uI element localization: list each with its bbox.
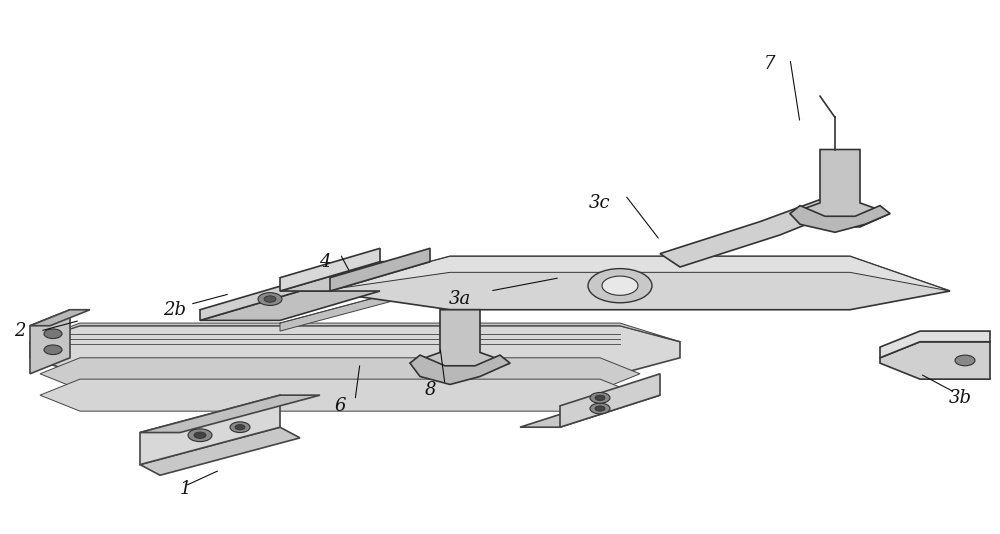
Polygon shape — [140, 427, 300, 475]
Text: 3c: 3c — [589, 194, 611, 212]
Polygon shape — [280, 262, 430, 291]
Circle shape — [595, 395, 605, 400]
Polygon shape — [140, 395, 280, 465]
Polygon shape — [200, 280, 300, 320]
Polygon shape — [410, 355, 510, 384]
Polygon shape — [660, 192, 860, 267]
Circle shape — [230, 422, 250, 433]
Polygon shape — [330, 248, 430, 291]
Polygon shape — [790, 150, 890, 227]
Text: 4: 4 — [319, 253, 331, 271]
Text: 2b: 2b — [164, 301, 186, 319]
Polygon shape — [40, 358, 640, 390]
Polygon shape — [30, 310, 70, 374]
Polygon shape — [30, 326, 680, 374]
Circle shape — [258, 293, 282, 305]
Text: 3a: 3a — [449, 290, 471, 308]
Text: 7: 7 — [764, 55, 776, 73]
Polygon shape — [140, 395, 320, 433]
Polygon shape — [30, 323, 680, 342]
Text: 1: 1 — [179, 480, 191, 498]
Circle shape — [44, 329, 62, 339]
Polygon shape — [200, 291, 380, 320]
Text: 6: 6 — [334, 397, 346, 415]
Polygon shape — [880, 342, 990, 379]
Circle shape — [590, 403, 610, 414]
Polygon shape — [560, 374, 660, 427]
Circle shape — [590, 392, 610, 403]
Circle shape — [264, 296, 276, 302]
Circle shape — [235, 425, 245, 430]
Polygon shape — [280, 280, 440, 331]
Text: 2: 2 — [14, 322, 26, 340]
Circle shape — [44, 345, 62, 355]
Polygon shape — [790, 206, 890, 232]
Circle shape — [588, 269, 652, 303]
Polygon shape — [520, 395, 660, 427]
Polygon shape — [880, 331, 990, 358]
Polygon shape — [320, 256, 950, 310]
Text: 8: 8 — [424, 381, 436, 399]
Polygon shape — [40, 379, 640, 411]
Polygon shape — [410, 310, 510, 374]
Text: 3b: 3b — [948, 389, 972, 407]
Polygon shape — [320, 256, 950, 291]
Circle shape — [595, 406, 605, 411]
Polygon shape — [30, 310, 90, 326]
Circle shape — [188, 429, 212, 442]
Circle shape — [194, 432, 206, 438]
Polygon shape — [280, 248, 380, 291]
Circle shape — [602, 276, 638, 295]
Circle shape — [955, 355, 975, 366]
